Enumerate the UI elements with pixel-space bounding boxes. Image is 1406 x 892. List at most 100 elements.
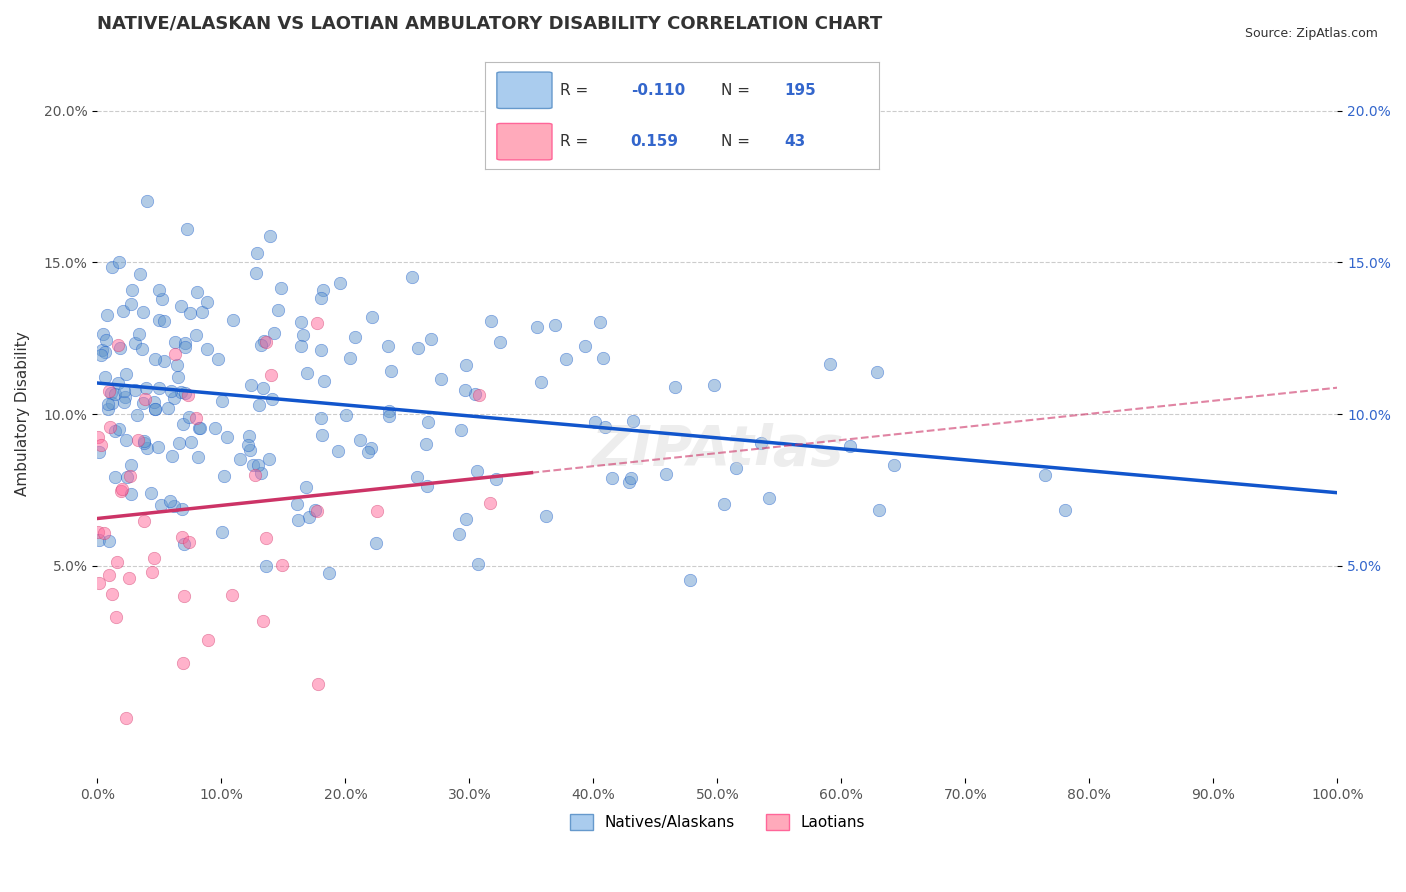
Point <box>1033 468 1056 483</box>
Point <box>361 310 384 324</box>
Point <box>312 375 335 389</box>
Point <box>222 313 245 327</box>
Point <box>127 433 149 447</box>
Point <box>329 276 352 290</box>
Point <box>115 710 138 724</box>
Point <box>115 433 138 447</box>
Point <box>91 327 114 342</box>
Legend: Natives/Alaskans, Laotians: Natives/Alaskans, Laotians <box>564 808 872 836</box>
Point <box>139 486 162 500</box>
Point <box>259 228 281 243</box>
Point <box>188 421 211 435</box>
Point <box>297 366 319 380</box>
Point <box>449 526 471 541</box>
Point <box>97 401 120 416</box>
Point <box>197 632 219 647</box>
Point <box>166 358 188 372</box>
Point <box>349 433 371 447</box>
Point <box>307 676 329 690</box>
Point <box>118 571 141 585</box>
Point <box>129 267 152 281</box>
Point <box>176 222 198 236</box>
Text: -0.110: -0.110 <box>631 83 685 98</box>
Point <box>177 388 200 402</box>
Point <box>377 339 399 353</box>
FancyBboxPatch shape <box>496 72 553 109</box>
Point <box>148 313 170 327</box>
Point <box>405 470 427 484</box>
Point <box>592 351 614 365</box>
Point <box>101 260 124 274</box>
Point <box>467 558 489 572</box>
Point <box>110 341 132 355</box>
Point <box>252 381 274 395</box>
Point <box>378 409 401 424</box>
Point <box>110 484 132 499</box>
Point <box>143 352 166 367</box>
Point <box>655 467 678 482</box>
Point <box>254 532 277 546</box>
Point <box>419 332 441 346</box>
Point <box>146 441 169 455</box>
Point <box>179 410 201 425</box>
Point <box>489 334 512 349</box>
Point <box>188 421 211 435</box>
Point <box>246 458 269 472</box>
Point <box>238 428 260 442</box>
Point <box>526 320 548 334</box>
Point <box>179 535 201 549</box>
Point <box>131 304 153 318</box>
Point <box>143 401 166 416</box>
Point <box>105 610 128 624</box>
Point <box>290 315 312 329</box>
Point <box>242 458 264 473</box>
Point <box>295 480 318 494</box>
Point <box>335 408 357 422</box>
Point <box>108 422 131 436</box>
Point <box>883 458 905 472</box>
Point <box>252 614 274 628</box>
Point <box>378 404 401 418</box>
Point <box>479 496 502 510</box>
Text: NATIVE/ALASKAN VS LAOTIAN AMBULATORY DISABILITY CORRELATION CHART: NATIVE/ALASKAN VS LAOTIAN AMBULATORY DIS… <box>97 15 883 33</box>
Point <box>87 524 110 539</box>
Point <box>456 358 478 372</box>
Point <box>311 428 333 442</box>
Point <box>247 398 270 412</box>
Point <box>465 464 488 478</box>
Point <box>229 451 252 466</box>
Point <box>87 445 110 459</box>
Point <box>124 336 146 351</box>
Point <box>150 498 173 512</box>
Point <box>98 419 121 434</box>
Point <box>160 384 183 398</box>
Point <box>236 438 259 452</box>
Point <box>163 500 186 514</box>
Point <box>429 372 451 386</box>
Point <box>536 508 558 523</box>
Point <box>245 266 267 280</box>
Point <box>620 471 643 485</box>
Point <box>172 656 194 670</box>
Point <box>142 395 165 409</box>
Point <box>479 314 502 328</box>
Point <box>100 385 122 400</box>
Point <box>165 347 187 361</box>
Point <box>90 438 112 452</box>
Point <box>131 343 153 357</box>
Point <box>290 338 312 352</box>
Point <box>170 502 193 516</box>
Point <box>93 370 115 384</box>
Point <box>309 411 332 425</box>
Point <box>260 368 283 382</box>
Point <box>107 337 129 351</box>
Point <box>114 390 136 404</box>
Point <box>239 377 262 392</box>
Point <box>309 343 332 358</box>
Point <box>211 394 233 409</box>
Point <box>468 388 491 402</box>
Point <box>170 384 193 399</box>
Point <box>617 475 640 490</box>
Point <box>111 304 134 318</box>
Point <box>163 391 186 405</box>
